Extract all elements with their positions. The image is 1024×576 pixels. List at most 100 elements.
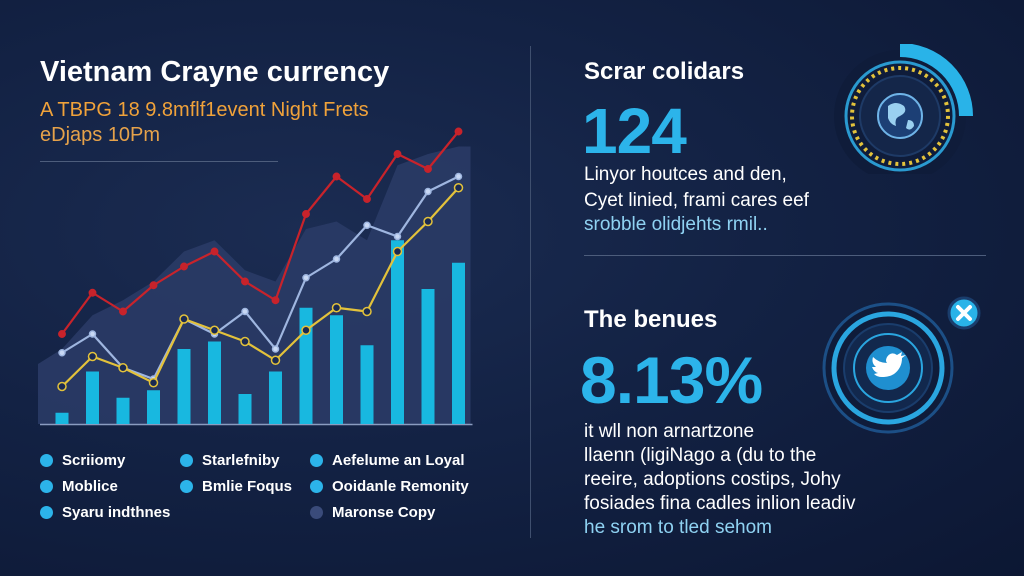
legend-swatch: [310, 506, 323, 519]
yellow-series-point-0: [57, 381, 67, 392]
bar-13: [452, 262, 465, 424]
stat1-line-1: Linyor houtces and den,: [584, 164, 787, 185]
title-divider: [40, 161, 278, 162]
pale-series-point-6: [241, 307, 249, 316]
stat1-line-3: srobble olidjehts rmil..: [584, 214, 768, 235]
stat-divider: [584, 255, 986, 256]
bar-8: [299, 307, 313, 424]
stat1-value: 124: [582, 95, 687, 167]
yellow-series-point-11: [392, 246, 403, 257]
legend-swatch: [310, 480, 323, 493]
yellow-series-point-6: [240, 336, 250, 347]
red-series-line: [61, 130, 460, 335]
bar-6: [238, 394, 252, 424]
pale-series-point-7: [271, 345, 280, 353]
close-icon[interactable]: [947, 296, 981, 330]
bird-ring-badge: [822, 296, 981, 434]
red-series-point-7: [271, 296, 280, 305]
stat2-line-4: fosiades fina cadles inlion leadiv: [584, 493, 856, 514]
bar-2: [116, 397, 130, 424]
legend-label: Syaru indthnes: [62, 504, 171, 521]
bar-11: [391, 240, 404, 424]
legend-item: Syaru indthnes: [40, 504, 170, 521]
legend-swatch: [40, 454, 53, 467]
red-series-point-2: [119, 307, 127, 316]
legend-label: Bmlie Foqus: [202, 478, 293, 495]
red-series-point-1: [88, 288, 97, 297]
globe-ring-badge: [834, 44, 973, 174]
stat2-line-3: reeire, adoptions costips, Johy: [584, 469, 841, 490]
subtitle-line-1: A TBPG 18 9.8mflf1event Night Frets: [40, 99, 369, 121]
legend-label: Maronse Copy: [332, 504, 436, 521]
red-series-point-5: [210, 247, 219, 256]
yellow-series-point-4: [179, 314, 189, 324]
bar-12: [421, 289, 435, 424]
red-series-point-6: [241, 277, 249, 286]
bar-1: [86, 371, 99, 424]
pale-series-point-12: [424, 187, 432, 196]
stat2-line-2: llaenn (ligiNago a (du to the: [584, 445, 817, 466]
bird-icon: [866, 346, 910, 390]
pale-series-point-11: [393, 232, 402, 241]
pale-series-point-8: [302, 274, 310, 282]
legend-item: Maronse Copy: [310, 504, 435, 521]
legend-item: Scriiomy: [40, 452, 125, 469]
legend-swatch: [40, 480, 53, 493]
pale-series-point-13: [454, 172, 463, 181]
bar-9: [330, 315, 343, 424]
bar-10: [360, 345, 374, 424]
legend-label: Aefelume an Loyal: [332, 452, 465, 469]
legend-item: Bmlie Foqus: [180, 478, 292, 495]
legend-label: Ooidanle Remonity: [332, 478, 469, 495]
legend-swatch: [310, 454, 323, 467]
globe-icon: [877, 93, 923, 139]
red-series-point-8: [302, 210, 310, 218]
stat2-line-5: he srom to tled sehom: [584, 517, 772, 538]
legend-swatch: [40, 506, 53, 519]
yellow-series-point-2: [118, 363, 128, 373]
bar-4: [177, 349, 191, 424]
yellow-series-point-12: [423, 216, 433, 227]
pale-series-point-10: [363, 221, 371, 229]
bar-7: [269, 371, 282, 424]
legend-item: Ooidanle Remonity: [310, 478, 469, 495]
yellow-series-point-5: [209, 325, 220, 335]
yellow-series-point-7: [270, 355, 281, 365]
red-series-point-3: [149, 281, 158, 290]
yellow-series-line: [61, 187, 460, 388]
yellow-series-point-13: [453, 183, 464, 193]
yellow-series-point-1: [87, 351, 98, 362]
bar-5: [208, 341, 221, 424]
area-series: [38, 146, 471, 424]
vertical-divider: [530, 46, 531, 538]
pale-series-point-9: [332, 255, 341, 263]
combo-chart: [38, 127, 473, 426]
red-series-point-10: [363, 195, 371, 203]
bar-3: [147, 390, 160, 424]
red-series-point-12: [424, 165, 432, 173]
legend-label: Moblice: [62, 478, 118, 495]
pale-series-point-1: [88, 330, 97, 338]
stat2-heading: The benues: [584, 306, 718, 333]
legend-item: Moblice: [40, 478, 118, 495]
legend-swatch: [180, 480, 193, 493]
bar-0: [55, 412, 69, 424]
stat2-value: 8.13%: [580, 343, 763, 417]
stat1-line-2: Cyet linied, frami cares eef: [584, 190, 809, 211]
legend-item: Aefelume an Loyal: [310, 452, 465, 469]
legend-label: Starlefniby: [202, 452, 280, 469]
yellow-series-point-3: [148, 378, 159, 388]
subtitle-line-2: eDjaps 10Pm: [40, 124, 161, 146]
red-series-point-9: [332, 172, 341, 181]
legend-label: Scriiomy: [62, 452, 126, 469]
page-title: Vietnam Crayne currency: [40, 56, 390, 88]
yellow-series-point-10: [362, 306, 372, 317]
yellow-series-point-8: [301, 325, 311, 335]
red-series-point-11: [393, 150, 402, 158]
red-series-point-13: [454, 127, 463, 136]
yellow-series-point-9: [331, 303, 342, 313]
red-series-point-0: [58, 330, 66, 338]
legend-item: Starlefniby: [180, 452, 280, 469]
legend-swatch: [180, 454, 193, 467]
red-series-point-4: [180, 262, 188, 271]
